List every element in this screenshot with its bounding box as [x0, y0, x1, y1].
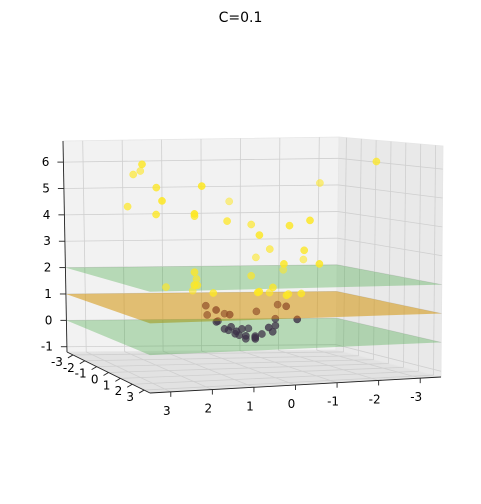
data-point: [190, 268, 199, 277]
points-in-front: [123, 157, 381, 300]
data-point: [220, 325, 229, 333]
data-point: [299, 255, 308, 264]
data-point: [372, 157, 381, 166]
data-point: [241, 334, 250, 343]
data-point: [209, 289, 218, 297]
data-point: [279, 265, 288, 274]
data-point: [255, 287, 264, 296]
z-tick-label: 2: [44, 261, 52, 275]
data-point: [244, 324, 253, 333]
data-point: [265, 245, 274, 253]
y-tick-label: 0: [91, 373, 99, 387]
x-tick-label: 2: [205, 402, 213, 416]
chart-title: C=0.1: [219, 10, 263, 26]
data-point: [123, 202, 132, 211]
data-point: [247, 271, 256, 280]
y-tick-label: 2: [115, 384, 123, 398]
y-tick-mark: [91, 366, 97, 371]
data-point: [271, 321, 280, 330]
x-grid-line-floor: [278, 350, 379, 381]
z-tick-label: 3: [43, 234, 51, 248]
y-tick-mark: [126, 383, 133, 388]
y-grid-line-wall: [388, 141, 392, 364]
data-point: [306, 216, 314, 225]
data-point: [192, 275, 201, 283]
x-grid-line-floor: [124, 351, 213, 390]
x-grid-line-floor: [201, 350, 296, 386]
data-point: [300, 246, 309, 255]
data-point: [138, 160, 146, 169]
data-point: [255, 231, 264, 239]
axes: [57, 140, 442, 397]
data-point: [251, 332, 260, 340]
data-point: [158, 197, 166, 205]
decision-plane: [65, 291, 442, 324]
data-point: [223, 217, 231, 225]
data-point: [197, 182, 206, 190]
y-tick-mark: [138, 389, 145, 394]
y-tick-label: 3: [126, 390, 134, 404]
y-grid-line-wall: [433, 145, 436, 376]
data-point: [225, 197, 234, 206]
x-grid-line-wall: [82, 140, 87, 352]
data-point: [162, 283, 170, 291]
z-tick-label: 1: [44, 287, 52, 301]
data-point: [265, 288, 274, 297]
data-point: [297, 289, 306, 298]
y-tick-mark: [67, 354, 74, 359]
data-point: [152, 210, 160, 219]
x-grid-line-wall: [121, 140, 126, 352]
data-point: [284, 290, 293, 298]
z-tick-label: 4: [43, 208, 51, 222]
y-tick-label: -2: [63, 361, 75, 375]
data-point: [247, 220, 256, 229]
y-tick-mark: [79, 360, 86, 365]
data-point: [188, 286, 197, 295]
y-grid-line-wall: [373, 140, 377, 360]
data-point: [231, 329, 240, 338]
data-point: [316, 179, 324, 187]
data-point: [285, 221, 294, 230]
data-point: [252, 253, 260, 262]
y-tick-label: -3: [51, 355, 63, 369]
data-point: [190, 212, 199, 221]
x-tick-label: 3: [163, 404, 171, 418]
x-grid-line-floor: [239, 350, 338, 384]
z-tick-label: 6: [42, 155, 50, 169]
x-grid-line-floor: [162, 350, 255, 388]
x-tick-label: 1: [246, 399, 254, 413]
x-grid-line-floor: [316, 349, 421, 379]
y-tick-mark: [103, 372, 109, 376]
x-tick-label: -1: [327, 395, 339, 409]
data-point: [136, 167, 145, 175]
y-grid-line-wall: [358, 138, 362, 356]
y-tick-label: 1: [103, 378, 111, 392]
y-tick-label: -1: [75, 367, 87, 381]
data-point: [315, 260, 324, 268]
decision-plane: [66, 318, 442, 356]
z-tick-label: 5: [42, 181, 50, 195]
y-grid-line-wall: [403, 142, 407, 368]
data-point: [193, 281, 202, 290]
y-tick-mark: [115, 377, 121, 382]
y-grid-line-wall: [418, 144, 422, 372]
z-tick-label: 0: [45, 313, 53, 327]
data-point: [152, 183, 161, 192]
x-grid-line-floor: [86, 351, 171, 393]
z-axis-line: [62, 140, 68, 353]
x-tick-label: -2: [369, 392, 381, 406]
x-tick-label: -3: [410, 390, 422, 404]
x-tick-label: 0: [288, 397, 296, 411]
data-point: [129, 170, 138, 179]
z-tick-label: -1: [41, 340, 53, 354]
